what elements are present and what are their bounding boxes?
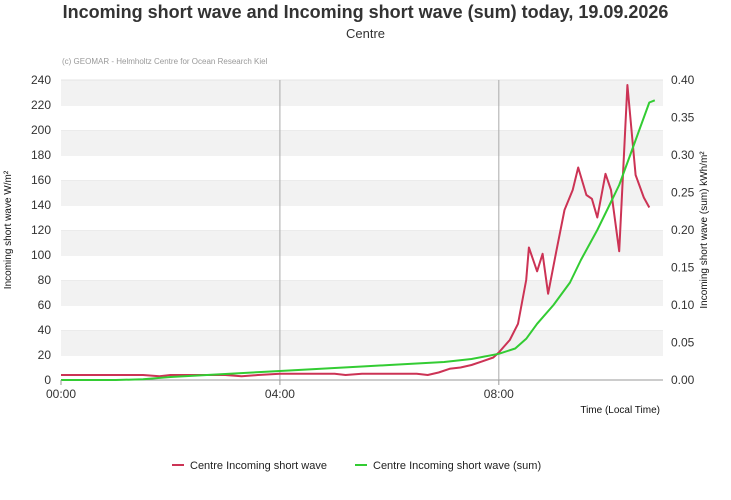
x-tick-label: 00:00	[46, 387, 76, 401]
y-left-tick-label: 0	[44, 373, 51, 387]
grid-band	[61, 130, 663, 155]
y-right-ticks: 0.00 0.05 0.10 0.15 0.20 0.25 0.30 0.35 0.40	[671, 73, 695, 387]
series-line-incoming-short-wave	[61, 84, 651, 378]
grid-band	[61, 280, 663, 305]
y-left-tick-label: 80	[38, 273, 52, 287]
y-left-tick-label: 220	[31, 98, 51, 112]
y-right-axis-title: Incoming short wave (sum) kWh/m²	[699, 151, 710, 309]
chart-subtitle: Centre	[345, 26, 386, 41]
y-right-tick-label: 0.10	[671, 298, 695, 312]
y-left-tick-label: 200	[31, 123, 51, 137]
y-left-tick-label: 160	[31, 173, 51, 187]
y-right-tick-label: 0.05	[671, 336, 695, 350]
legend: Centre Incoming short wave Centre Incomin…	[172, 460, 541, 472]
credit-text: (c) GEOMAR - Helmholtz Centre for Ocean …	[62, 57, 268, 66]
vertical-grid	[279, 80, 500, 380]
grid-band	[61, 330, 663, 355]
y-right-tick-label: 0.20	[671, 223, 695, 237]
grid-band	[61, 205, 663, 230]
y-right-tick-label: 0.40	[671, 73, 695, 87]
y-left-tick-label: 60	[38, 298, 52, 312]
x-tick-label: 04:00	[265, 387, 295, 401]
y-left-tick-label: 140	[31, 198, 51, 212]
y-left-tick-label: 20	[38, 348, 52, 362]
y-right-tick-label: 0.15	[671, 261, 695, 275]
grid-band	[61, 255, 663, 280]
series-line-incoming-short-wave-sum	[61, 99, 656, 381]
y-left-ticks: 0 20 40 60 80 100 120 140 160 180 200 220 240	[31, 73, 51, 387]
grid-band	[61, 230, 663, 255]
grid-band	[61, 180, 663, 205]
grid-band	[61, 155, 663, 180]
x-axis-title: Time (Local Time)	[580, 405, 660, 416]
legend-item-label[interactable]: Centre Incoming short wave	[190, 460, 327, 472]
x-ticks: 00:00 04:00 08:00	[46, 380, 514, 401]
y-left-tick-label: 40	[38, 323, 52, 337]
y-left-tick-label: 240	[31, 73, 51, 87]
grid-band	[61, 80, 663, 105]
y-right-tick-label: 0.35	[671, 111, 695, 125]
y-left-tick-label: 100	[31, 248, 51, 262]
grid-band	[61, 305, 663, 330]
y-right-tick-label: 0.25	[671, 186, 695, 200]
y-left-tick-label: 180	[31, 148, 51, 162]
grid-bands	[61, 79, 663, 381]
series-layer	[61, 84, 656, 381]
y-right-tick-label: 0.00	[671, 373, 695, 387]
chart-title: Incoming short wave and Incoming short w…	[62, 2, 669, 22]
x-tick-label: 08:00	[484, 387, 514, 401]
grid-band	[61, 105, 663, 130]
legend-item-label[interactable]: Centre Incoming short wave (sum)	[373, 460, 541, 472]
y-right-tick-label: 0.30	[671, 148, 695, 162]
y-left-tick-label: 120	[31, 223, 51, 237]
y-left-axis-title: Incoming short wave W/m²	[3, 170, 14, 289]
